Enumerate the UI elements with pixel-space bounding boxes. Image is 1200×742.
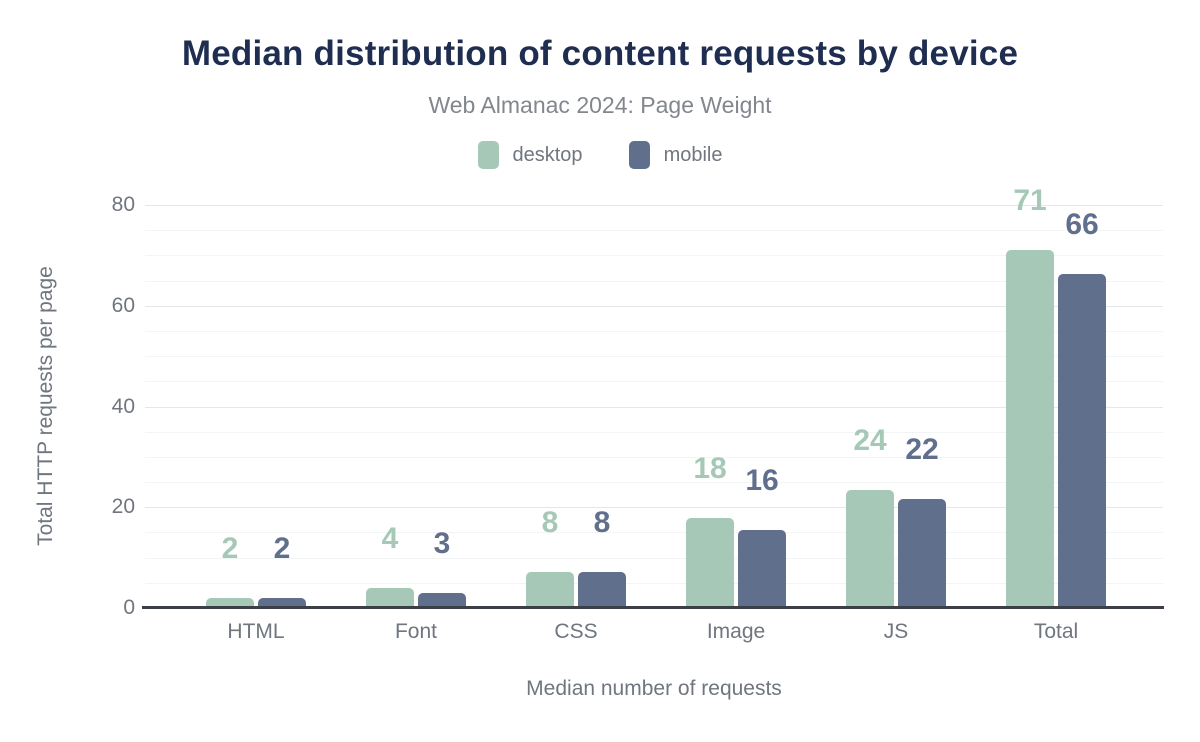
gridline-minor (145, 457, 1163, 458)
gridline-major (145, 407, 1163, 408)
value-label-mobile-html: 2 (273, 531, 291, 565)
legend-swatch-mobile (628, 141, 650, 169)
value-label-mobile-css: 8 (593, 505, 611, 539)
gridline-major (145, 507, 1163, 508)
value-label-mobile-total: 66 (1065, 208, 1099, 241)
value-label-mobile-image: 16 (745, 463, 779, 497)
gridline-minor (145, 381, 1163, 382)
bar-mobile-js (898, 499, 946, 608)
bar-mobile-total (1058, 274, 1106, 608)
x-tick-label-js: JS (883, 620, 909, 643)
bar-desktop-image (686, 518, 734, 608)
bar-mobile-font (418, 593, 466, 608)
gridline-minor (145, 356, 1163, 357)
gridline-minor (145, 482, 1163, 483)
value-label-mobile-js: 22 (905, 433, 939, 467)
gridline-minor (145, 255, 1163, 256)
gridline-minor (145, 230, 1163, 231)
bar-desktop-font (366, 587, 414, 608)
gridline-minor (145, 432, 1163, 433)
y-tick-label: 40 (111, 395, 135, 418)
gridline-minor (145, 583, 1163, 584)
bar-desktop-js (846, 490, 894, 608)
x-tick-label-font: Font (394, 620, 438, 643)
y-tick-label: 80 (111, 193, 135, 216)
value-label-desktop-css: 8 (541, 505, 559, 539)
legend-swatch-desktop (477, 141, 499, 169)
gridline-major (145, 306, 1163, 307)
x-axis-title: Median number of requests (526, 677, 782, 700)
chart-title: Median distribution of content requests … (181, 34, 1019, 73)
x-tick-label-image: Image (706, 620, 766, 643)
x-tick-label-css: CSS (554, 620, 598, 643)
value-label-desktop-font: 4 (381, 521, 399, 555)
bar-desktop-total (1006, 250, 1054, 608)
gridline-major (145, 205, 1163, 206)
x-tick-label-total: Total (1033, 620, 1079, 643)
value-label-mobile-font: 3 (433, 527, 451, 561)
y-tick-label: 60 (111, 294, 135, 317)
gridline-minor (145, 532, 1163, 533)
legend-label-mobile: mobile (663, 143, 723, 166)
value-label-desktop-total: 71 (1013, 184, 1047, 218)
legend-item-desktop: desktop (477, 141, 583, 169)
x-axis-line (142, 606, 1164, 609)
bar-mobile-css (578, 571, 626, 608)
bar-desktop-html (206, 597, 254, 608)
chart-legend: desktop mobile (0, 139, 1200, 171)
bar-mobile-image (738, 529, 786, 608)
legend-item-mobile: mobile (628, 141, 723, 169)
legend-label-desktop: desktop (512, 143, 583, 166)
value-label-desktop-image: 18 (693, 452, 727, 486)
value-label-desktop-html: 2 (221, 531, 239, 565)
chart-subtitle: Web Almanac 2024: Page Weight (428, 92, 772, 118)
bar-desktop-css (526, 571, 574, 608)
gridline-minor (145, 281, 1163, 282)
gridline-minor (145, 558, 1163, 559)
bar-mobile-html (258, 597, 306, 608)
x-tick-label-html: HTML (227, 620, 285, 643)
gridline-minor (145, 331, 1163, 332)
y-tick-label: 0 (123, 596, 135, 619)
value-label-desktop-js: 24 (853, 424, 887, 458)
y-tick-label: 20 (111, 495, 135, 518)
